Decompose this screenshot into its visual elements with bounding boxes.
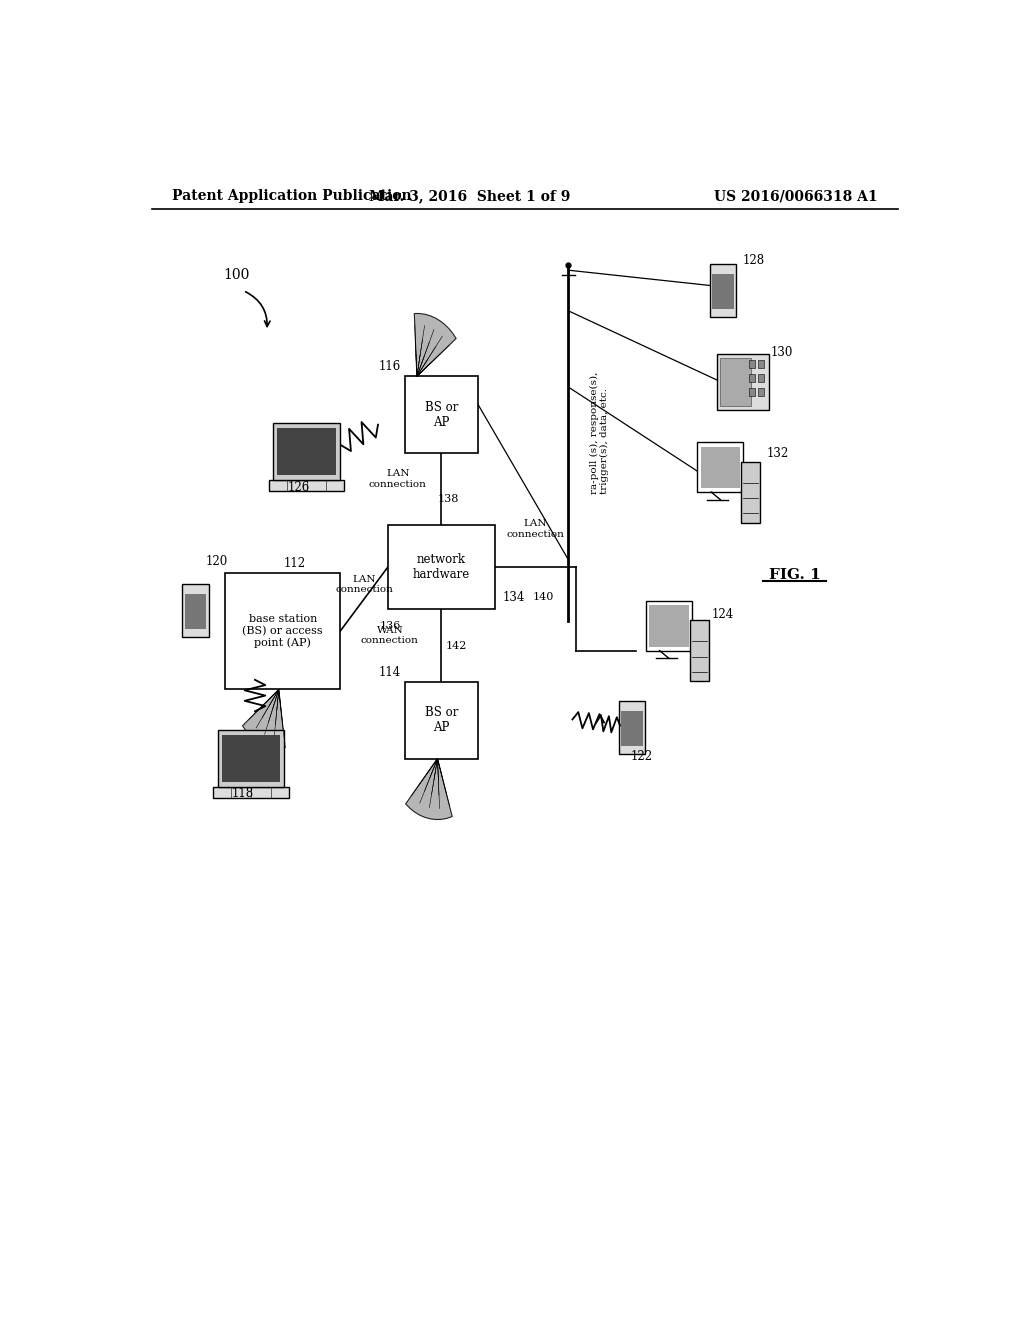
Text: BS or
AP: BS or AP (425, 400, 458, 429)
Text: FIG. 1: FIG. 1 (769, 568, 820, 582)
FancyBboxPatch shape (697, 442, 743, 492)
FancyBboxPatch shape (213, 787, 289, 799)
Text: 142: 142 (445, 640, 467, 651)
Text: 122: 122 (631, 750, 652, 763)
FancyBboxPatch shape (218, 730, 285, 787)
FancyBboxPatch shape (225, 573, 340, 689)
FancyBboxPatch shape (222, 735, 281, 781)
Text: ra-poll (s), response(s),
trigger(s), data, etc.: ra-poll (s), response(s), trigger(s), da… (590, 371, 609, 494)
Polygon shape (243, 689, 286, 748)
Text: 138: 138 (437, 494, 459, 504)
Text: LAN
connection: LAN connection (335, 574, 393, 594)
FancyBboxPatch shape (184, 594, 206, 628)
Text: US 2016/0066318 A1: US 2016/0066318 A1 (715, 189, 878, 203)
FancyBboxPatch shape (710, 264, 736, 317)
Text: LAN
connection: LAN connection (369, 469, 427, 488)
FancyBboxPatch shape (278, 428, 336, 475)
FancyBboxPatch shape (690, 620, 709, 681)
FancyBboxPatch shape (182, 585, 209, 638)
Text: BS or
AP: BS or AP (425, 706, 458, 734)
FancyBboxPatch shape (273, 422, 340, 480)
FancyBboxPatch shape (750, 359, 756, 368)
FancyArrowPatch shape (246, 292, 270, 326)
FancyBboxPatch shape (649, 605, 688, 647)
Text: 116: 116 (379, 360, 401, 374)
FancyBboxPatch shape (750, 374, 756, 381)
FancyBboxPatch shape (269, 480, 344, 491)
Polygon shape (406, 759, 453, 820)
Text: 100: 100 (223, 268, 250, 282)
Text: 130: 130 (771, 346, 794, 359)
FancyBboxPatch shape (758, 359, 764, 368)
Text: Mar. 3, 2016  Sheet 1 of 9: Mar. 3, 2016 Sheet 1 of 9 (369, 189, 570, 203)
Text: 128: 128 (743, 255, 765, 267)
FancyBboxPatch shape (622, 711, 643, 746)
Text: base station
(BS) or access
point (AP): base station (BS) or access point (AP) (243, 614, 323, 648)
FancyBboxPatch shape (646, 601, 691, 651)
FancyBboxPatch shape (717, 354, 769, 411)
FancyBboxPatch shape (721, 358, 752, 405)
Text: 112: 112 (284, 557, 306, 569)
Text: 124: 124 (712, 609, 733, 620)
Text: 126: 126 (288, 480, 309, 494)
FancyBboxPatch shape (758, 374, 764, 381)
Text: 140: 140 (532, 593, 554, 602)
Text: network
hardware: network hardware (413, 553, 470, 581)
Text: WAN
connection: WAN connection (360, 626, 419, 645)
FancyBboxPatch shape (741, 462, 760, 523)
FancyBboxPatch shape (404, 376, 478, 453)
FancyBboxPatch shape (404, 682, 478, 759)
Text: 118: 118 (232, 787, 254, 800)
FancyBboxPatch shape (750, 388, 756, 396)
Text: 114: 114 (379, 667, 401, 680)
Text: 136: 136 (380, 622, 401, 631)
FancyBboxPatch shape (713, 275, 734, 309)
FancyBboxPatch shape (618, 701, 645, 754)
FancyBboxPatch shape (758, 388, 764, 396)
Polygon shape (415, 313, 456, 376)
Text: 120: 120 (206, 554, 227, 568)
Text: 134: 134 (503, 590, 525, 603)
FancyBboxPatch shape (388, 525, 495, 609)
Text: 132: 132 (767, 447, 790, 461)
Text: LAN
connection: LAN connection (507, 519, 564, 539)
Text: Patent Application Publication: Patent Application Publication (172, 189, 412, 203)
FancyBboxPatch shape (700, 446, 740, 488)
